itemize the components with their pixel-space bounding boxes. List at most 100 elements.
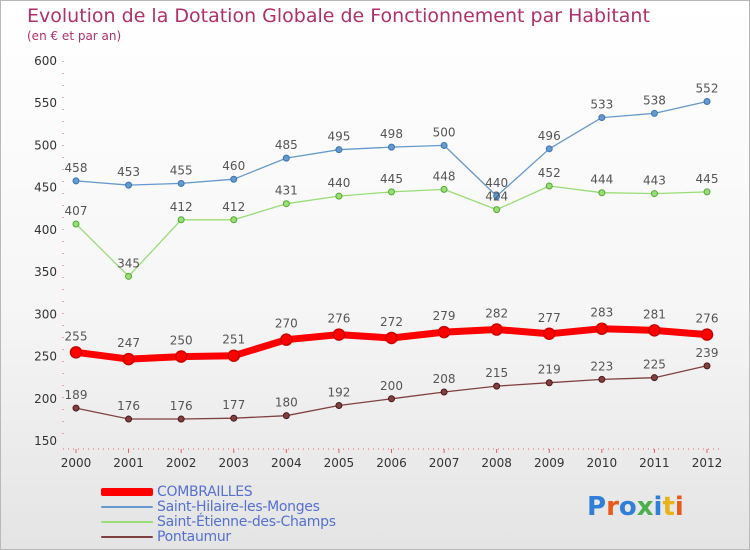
x-tick-label: 2001 <box>113 456 144 470</box>
data-point <box>388 143 395 151</box>
data-point <box>545 145 553 153</box>
legend-label: COMBRAILLES <box>157 484 253 500</box>
data-point <box>125 272 133 280</box>
data-label: 189 <box>65 388 88 402</box>
data-point <box>230 414 238 422</box>
data-point <box>598 375 606 383</box>
data-label: 270 <box>275 317 298 331</box>
data-label: 455 <box>170 163 193 177</box>
chart-title: Evolution de la Dotation Globale de Fonc… <box>27 5 650 27</box>
data-label: 247 <box>117 336 140 350</box>
data-label: 495 <box>327 130 350 144</box>
x-tick-label: 2002 <box>166 456 197 470</box>
y-tick-label: 200 <box>34 392 57 406</box>
data-point <box>703 362 711 370</box>
y-tick-label: 350 <box>34 265 57 279</box>
data-label: 440 <box>485 176 508 190</box>
data-point <box>700 328 714 341</box>
data-point <box>385 331 398 345</box>
data-label: 412 <box>170 200 193 214</box>
data-point <box>648 324 661 337</box>
x-tick-label: 2005 <box>324 456 355 470</box>
x-tick-label: 2012 <box>692 456 723 470</box>
data-point <box>174 350 188 363</box>
data-label: 407 <box>65 204 88 218</box>
y-tick-label: 600 <box>34 54 57 68</box>
data-label: 176 <box>170 399 193 413</box>
data-point <box>650 374 658 382</box>
x-tick-label: 2009 <box>534 456 565 470</box>
x-tick-label: 2006 <box>376 456 407 470</box>
legend-swatch <box>101 488 153 496</box>
data-label: 219 <box>538 363 561 377</box>
data-label: 283 <box>590 306 613 320</box>
data-point <box>440 141 448 149</box>
y-tick-label: 400 <box>34 223 57 237</box>
data-label: 279 <box>433 309 456 323</box>
data-point <box>282 154 290 162</box>
data-point <box>335 402 343 410</box>
data-point <box>595 322 609 335</box>
data-label: 485 <box>275 138 298 152</box>
data-point <box>335 146 343 154</box>
data-label: 552 <box>696 82 719 96</box>
data-point <box>543 327 556 341</box>
data-point <box>177 415 185 423</box>
data-point <box>230 175 238 183</box>
x-tick-label: 2004 <box>271 456 302 470</box>
data-label: 192 <box>327 386 350 400</box>
data-label: 225 <box>643 358 666 372</box>
y-tick-label: 450 <box>34 181 57 195</box>
data-point <box>177 179 185 187</box>
legend-item-saint-hilaire: Saint-Hilaire-les-Monges <box>101 499 336 515</box>
data-point <box>440 388 448 396</box>
data-point <box>72 404 80 412</box>
data-point <box>650 109 658 117</box>
data-point <box>69 346 83 359</box>
y-tick-label: 150 <box>34 434 57 448</box>
x-tick-label: 2008 <box>481 456 512 470</box>
data-point <box>493 206 501 214</box>
data-label: 453 <box>117 165 140 179</box>
legend-swatch <box>101 506 153 508</box>
data-label: 223 <box>590 359 613 373</box>
data-point <box>125 181 133 189</box>
data-point <box>177 216 185 224</box>
data-point <box>280 333 293 346</box>
x-tick-label: 2000 <box>61 456 92 470</box>
data-label: 533 <box>590 98 613 112</box>
y-tick-label: 300 <box>34 307 57 321</box>
data-label: 496 <box>538 129 561 143</box>
data-point <box>545 379 553 387</box>
x-tick-label: 2011 <box>639 456 670 470</box>
proxiti-logo: Proxiti <box>587 492 684 522</box>
data-point <box>493 382 501 390</box>
data-point <box>72 220 80 228</box>
data-point <box>335 192 343 200</box>
data-label: 200 <box>380 379 403 393</box>
data-label: 440 <box>327 176 350 190</box>
data-label: 208 <box>433 372 456 386</box>
legend-label: Pontaumur <box>157 529 231 545</box>
data-label: 176 <box>117 399 140 413</box>
data-label: 445 <box>380 172 403 186</box>
data-label: 498 <box>380 127 403 141</box>
data-label: 448 <box>433 169 456 183</box>
y-tick-label: 550 <box>34 96 57 110</box>
data-label: 345 <box>117 256 140 270</box>
data-label: 251 <box>222 333 245 347</box>
data-point <box>598 189 606 197</box>
data-point <box>227 349 240 362</box>
data-label: 500 <box>433 125 456 139</box>
data-point <box>332 328 346 341</box>
data-label: 443 <box>643 174 666 188</box>
data-label: 239 <box>696 346 719 360</box>
data-label: 250 <box>170 334 193 348</box>
legend-label: Saint-Hilaire-les-Monges <box>157 499 320 515</box>
legend-item-combrailles: COMBRAILLES <box>101 484 336 500</box>
data-label: 272 <box>380 315 403 329</box>
data-label: 276 <box>327 312 350 326</box>
data-label: 460 <box>222 159 245 173</box>
